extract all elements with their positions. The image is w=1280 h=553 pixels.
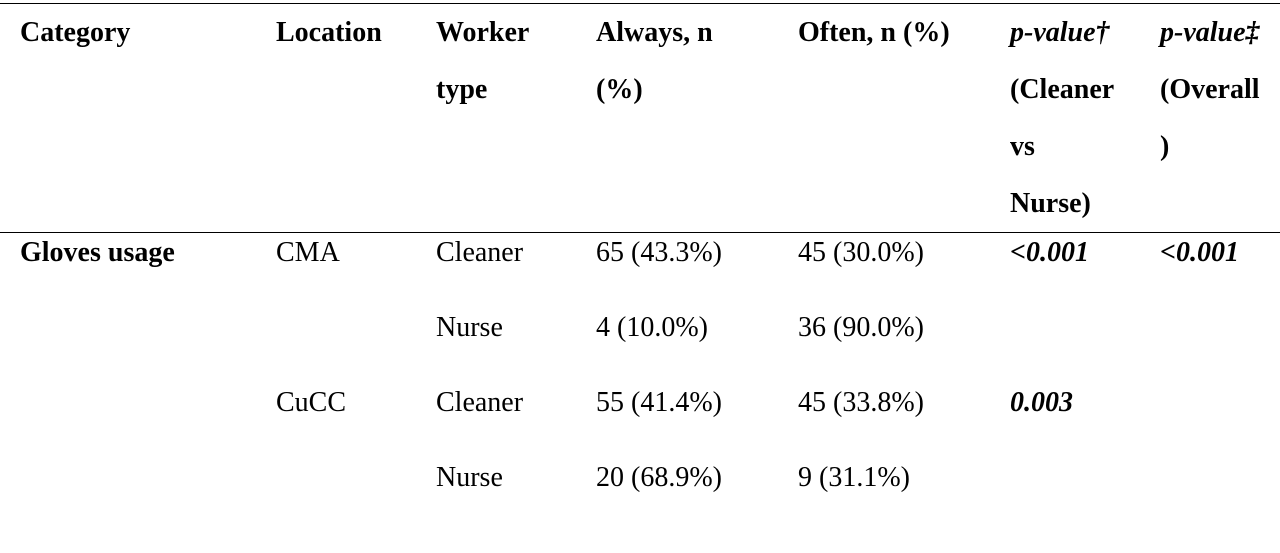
empty-cell: [0, 458, 256, 533]
empty-cell: [990, 458, 1140, 533]
empty-cell: [0, 383, 256, 458]
header-bold: (Overall): [1160, 74, 1260, 162]
table-cell: Nurse: [436, 311, 503, 343]
empty-cell: [0, 308, 256, 383]
header-italic: p-value†: [1010, 17, 1110, 48]
empty-cell: [1140, 383, 1280, 458]
table-cell: 45 (33.8%): [798, 386, 924, 418]
header-bold: (Cleaner vs Nurse): [1010, 74, 1114, 219]
header-cell: Always, n (%): [596, 17, 713, 105]
header-cell: Location: [276, 17, 382, 48]
table-cell: Nurse: [436, 461, 503, 493]
table-cell: 55 (41.4%): [596, 386, 722, 418]
table-cell: 9 (31.1%): [798, 461, 910, 493]
header-cell: p-value‡ (Overall): [1140, 4, 1280, 233]
table-row: Nurse 20 (68.9%) 9 (31.1%): [0, 458, 1280, 533]
table-cell: 45 (30.0%): [798, 237, 924, 268]
table-cell: 20 (68.9%): [596, 461, 722, 493]
table-header: Category Location Worker type Always, n (%)…: [0, 3, 1280, 233]
table-cell: CMA: [276, 237, 340, 268]
p-value-cell: <0.001: [1010, 237, 1089, 268]
table-cell: Cleaner: [436, 386, 524, 418]
header-cell: Worker type: [436, 17, 529, 105]
empty-cell: [1140, 458, 1280, 533]
header-cell: Category: [20, 17, 131, 48]
empty-cell: [256, 458, 416, 533]
table-cell: 36 (90.0%): [798, 311, 924, 343]
p-value-cell: <0.001: [1160, 237, 1239, 268]
empty-cell: [1140, 308, 1280, 383]
empty-cell: [990, 308, 1140, 383]
table-cell: CuCC: [276, 386, 347, 418]
table-cell: 65 (43.3%): [596, 237, 722, 268]
table-cell: Cleaner: [436, 237, 524, 268]
header-cell: p-value† (Cleaner vs Nurse): [990, 4, 1140, 233]
data-table: Category Location Worker type Always, n (%)…: [0, 3, 1280, 533]
table-body: Gloves usage CMA Cleaner 65 (43.3%) 45 (30.0…: [0, 233, 1280, 533]
header-italic: p-value‡: [1160, 17, 1260, 48]
header-cell: Often, n (%): [798, 17, 950, 48]
table-row: CuCC Cleaner 55 (41.4%) 45 (33.8%) 0.003: [0, 383, 1280, 458]
header-row: Category Location Worker type Always, n (%)…: [0, 3, 1280, 233]
table-cell: 4 (10.0%): [596, 311, 708, 343]
table-row: Gloves usage CMA Cleaner 65 (43.3%) 45 (30.0…: [0, 233, 1280, 308]
p-value-cell: 0.003: [1010, 386, 1073, 418]
empty-cell: [256, 308, 416, 383]
table-row: Nurse 4 (10.0%) 36 (90.0%): [0, 308, 1280, 383]
table-cell: Gloves usage: [20, 237, 175, 268]
